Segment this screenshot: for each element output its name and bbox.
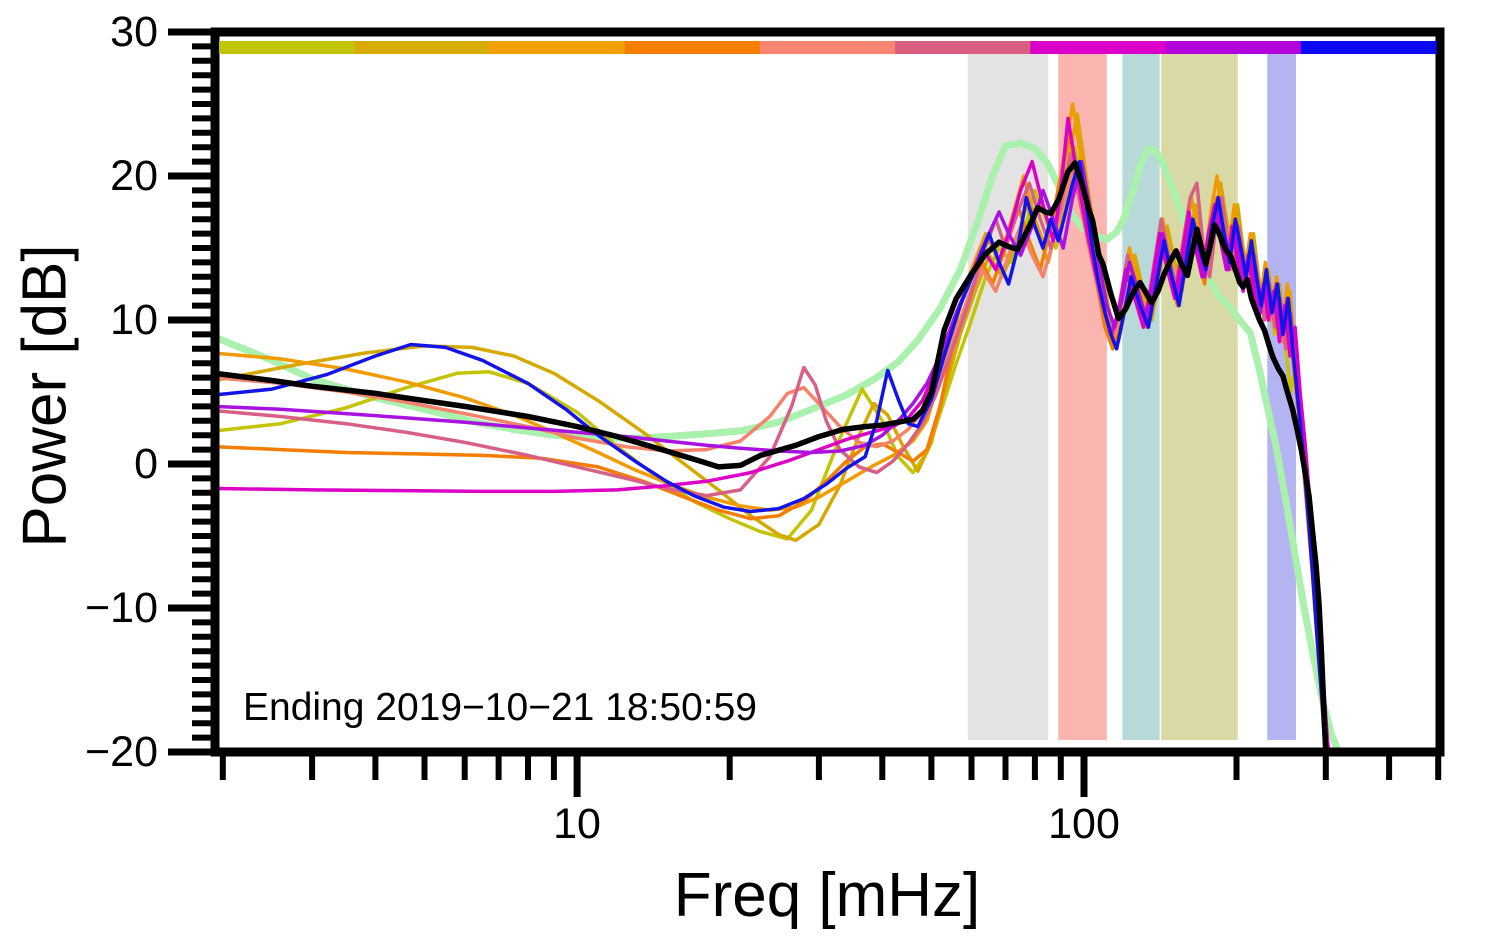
y-tick-label-10: 10 [110, 296, 158, 344]
y-tick-label-0: 0 [134, 440, 158, 488]
x-axis-title: Freq [mHz] [673, 861, 981, 930]
x-tick-label-10: 10 [553, 800, 601, 848]
y-axis-title: Power [dB] [10, 244, 80, 548]
y-tick-label-30: 30 [110, 8, 158, 56]
y-tick-label-m10: −10 [85, 584, 158, 632]
y-tick-label-m20: −20 [85, 728, 158, 776]
ending-timestamp-annotation: Ending 2019−10−21 18:50:59 [243, 686, 757, 729]
x-tick-label-100: 100 [1048, 800, 1120, 848]
y-tick-label-20: 20 [110, 152, 158, 200]
